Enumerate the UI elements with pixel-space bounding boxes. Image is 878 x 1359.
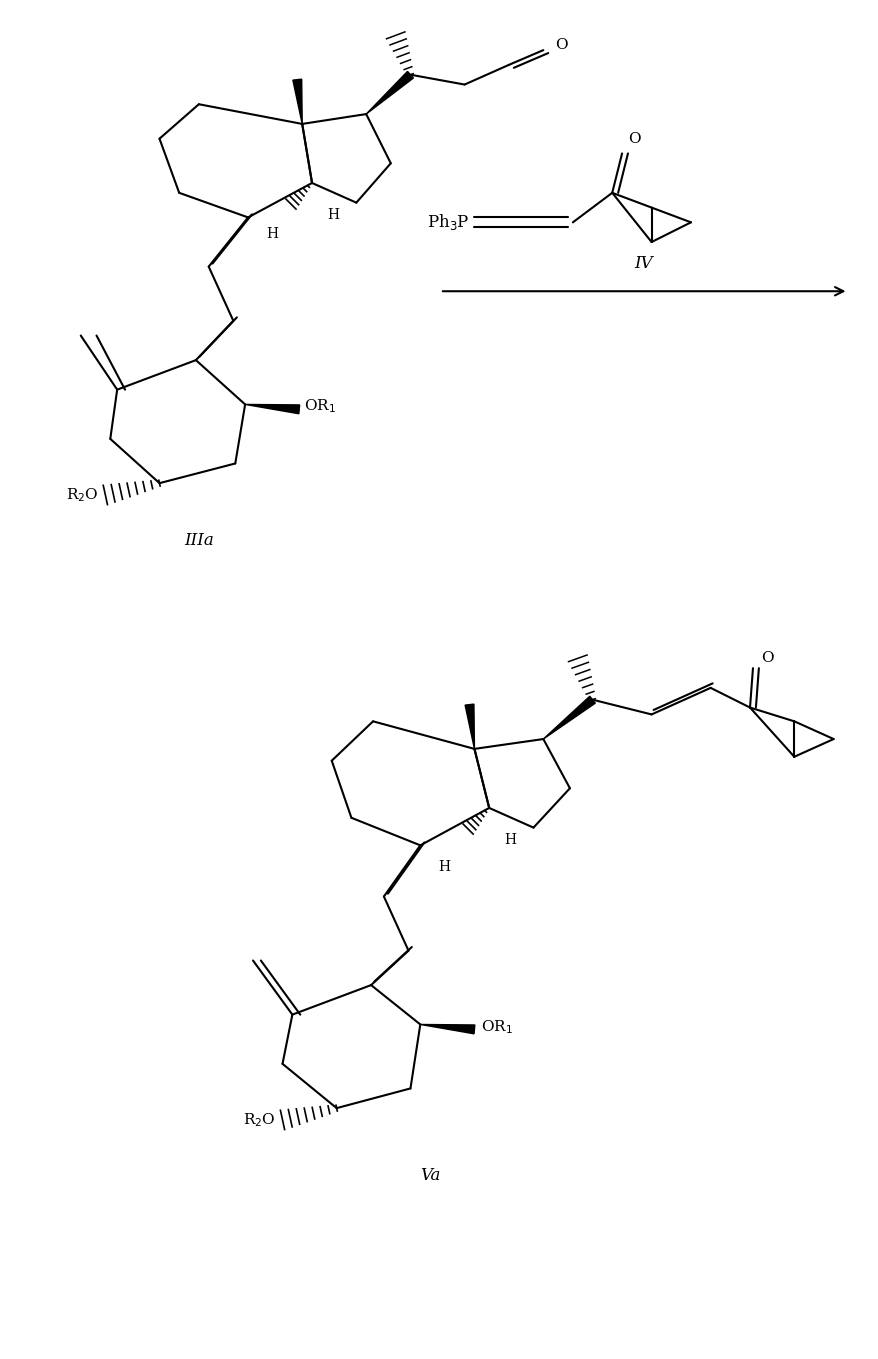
Text: OR$_1$: OR$_1$ (304, 398, 335, 416)
Text: Va: Va (420, 1167, 440, 1184)
Polygon shape (420, 1025, 474, 1034)
Text: H: H (437, 860, 450, 874)
Text: H: H (265, 227, 277, 242)
Text: Ph$_3$P: Ph$_3$P (427, 212, 469, 232)
Text: IV: IV (634, 254, 652, 272)
Polygon shape (292, 79, 302, 124)
Text: H: H (327, 208, 338, 222)
Text: O: O (760, 651, 773, 666)
Text: R$_2$O: R$_2$O (242, 1112, 276, 1129)
Polygon shape (464, 704, 474, 749)
Text: IIIa: IIIa (184, 533, 213, 549)
Text: O: O (627, 132, 640, 145)
Text: R$_2$O: R$_2$O (66, 487, 98, 504)
Text: O: O (555, 38, 567, 52)
Polygon shape (245, 405, 299, 413)
Text: H: H (503, 833, 515, 847)
Polygon shape (543, 696, 594, 739)
Text: OR$_1$: OR$_1$ (481, 1018, 513, 1037)
Polygon shape (366, 72, 413, 114)
